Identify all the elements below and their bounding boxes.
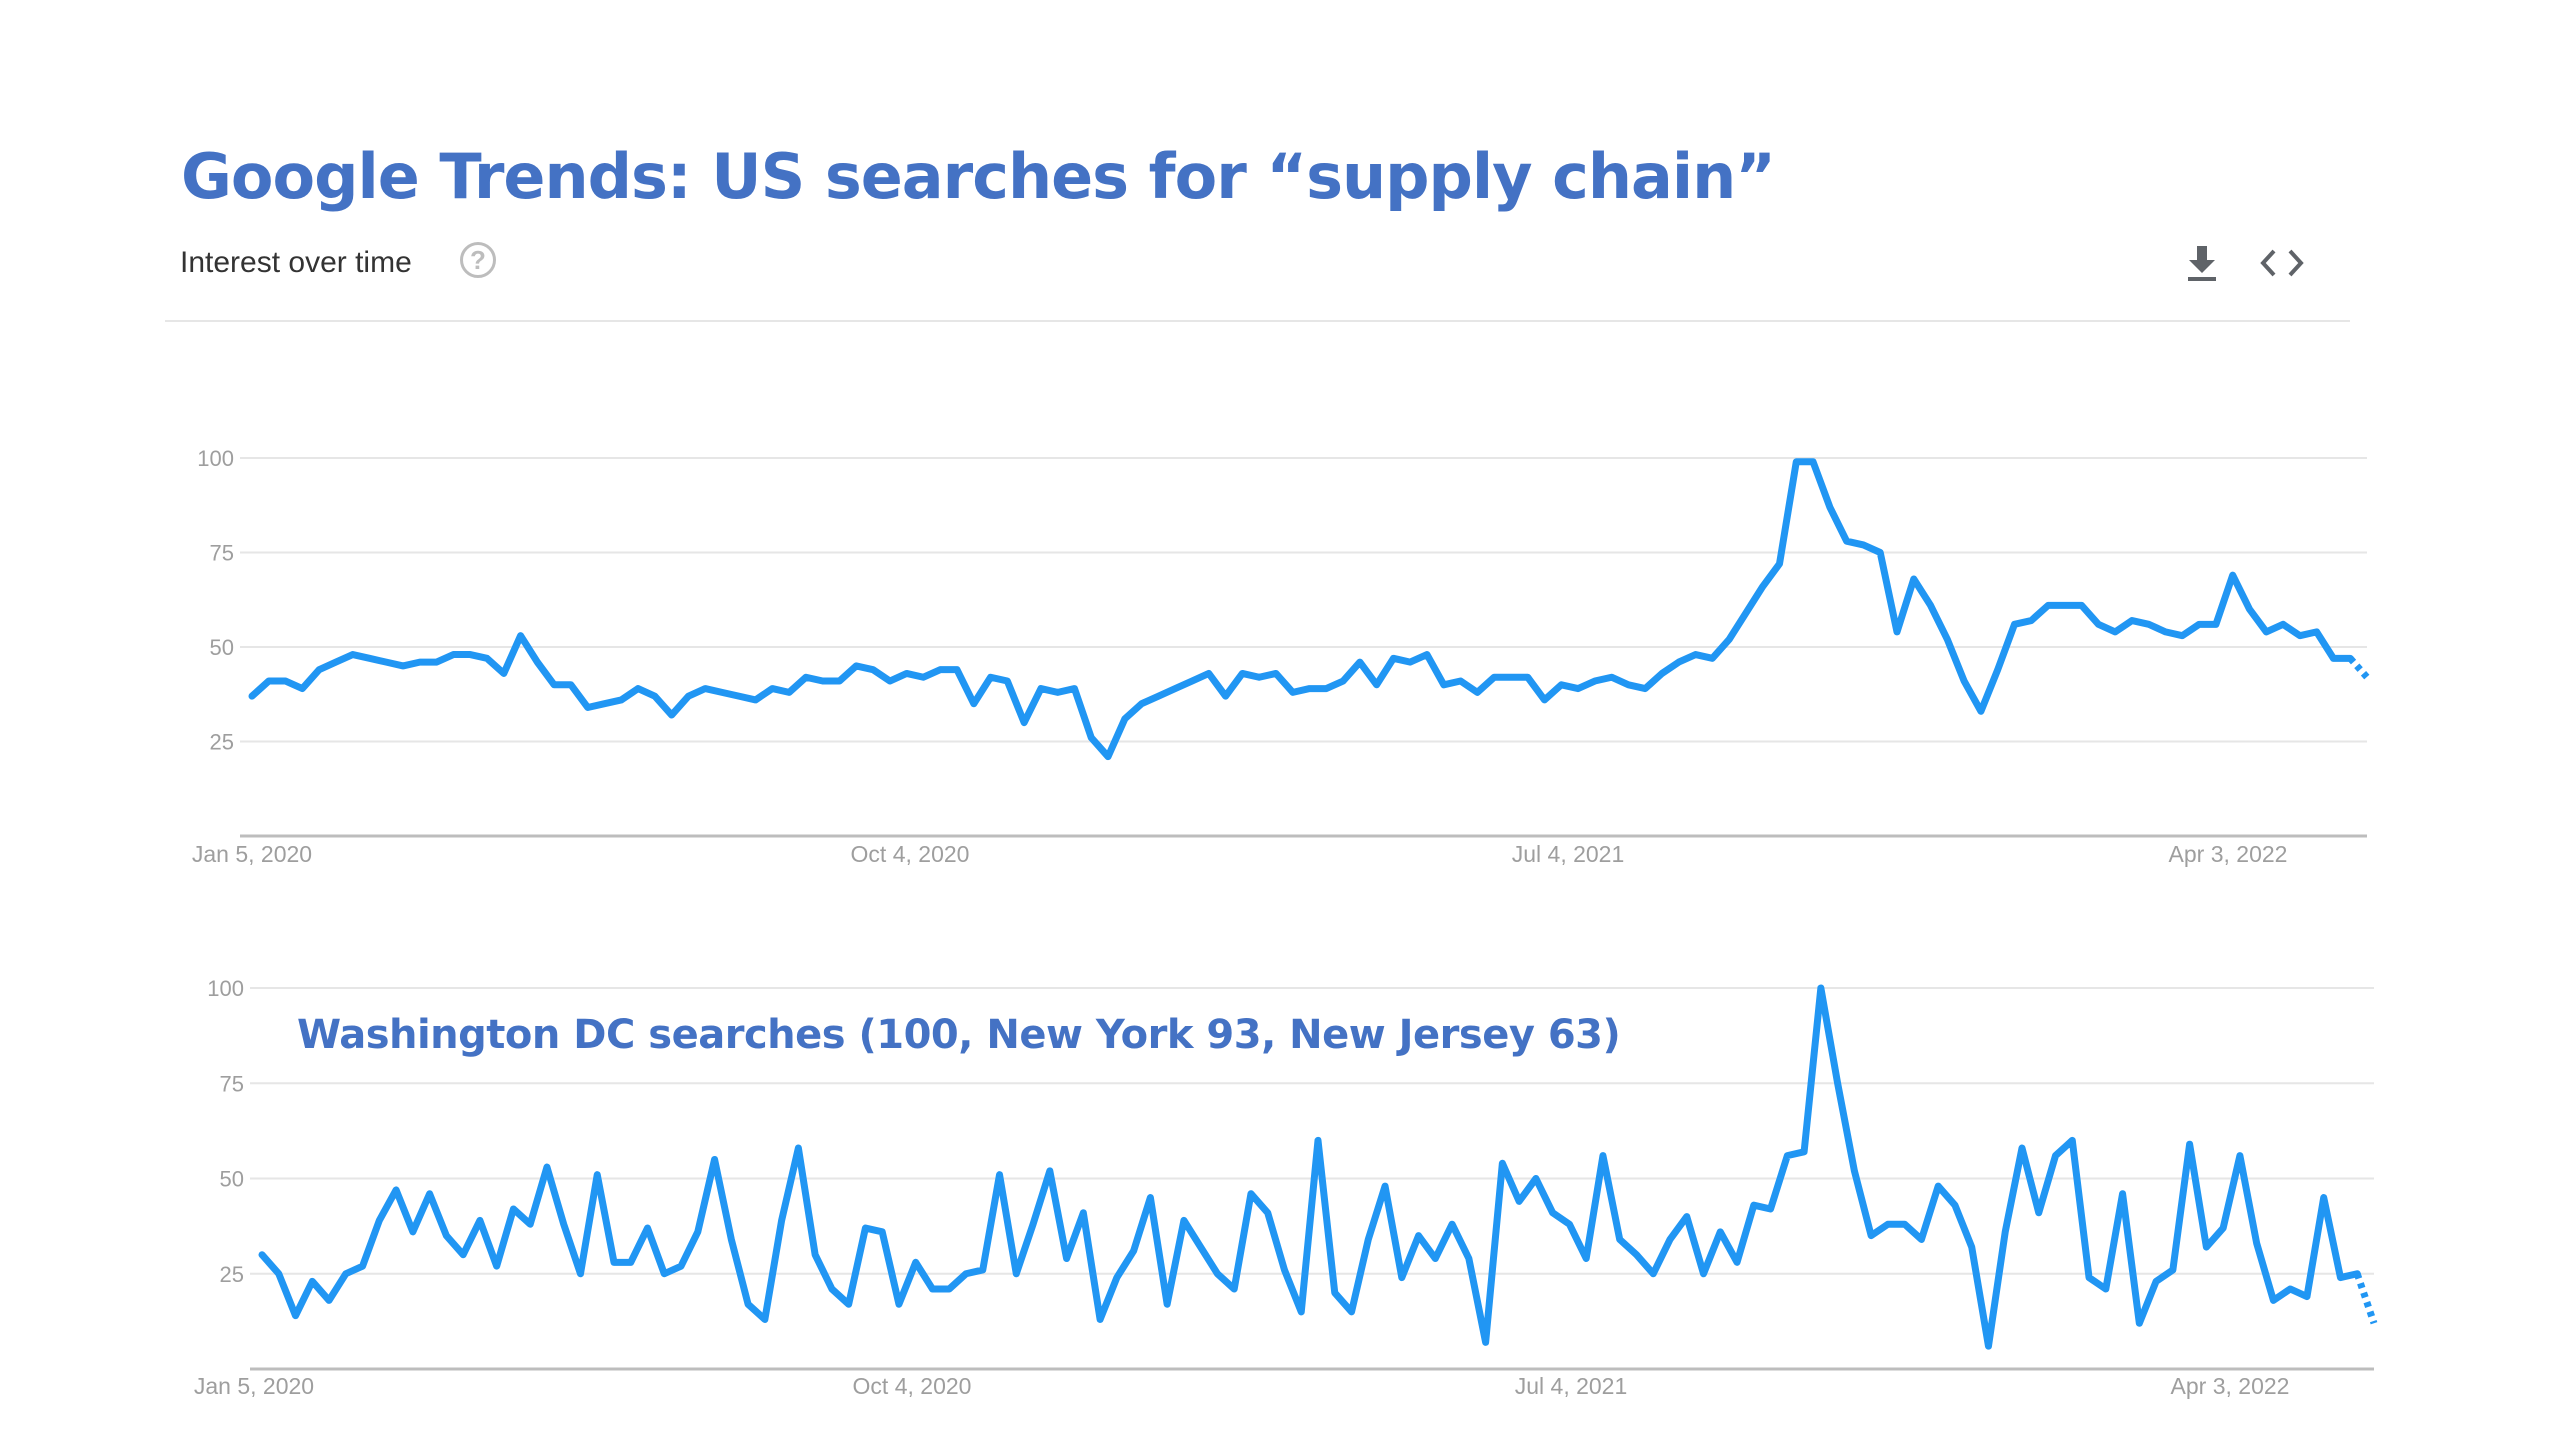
y-tick-label: 75 — [210, 541, 234, 566]
series-line — [248, 458, 2354, 761]
series-line-partial — [2347, 656, 2370, 680]
x-tick-label: Oct 4, 2020 — [851, 841, 970, 867]
x-tick-label: Apr 3, 2022 — [2171, 1373, 2290, 1399]
x-tick-label: Oct 4, 2020 — [853, 1373, 972, 1399]
download-icon[interactable] — [2185, 244, 2219, 284]
chart-subtitle: Interest over time — [180, 246, 412, 279]
dc-chart-annotation: Washington DC searches (100, New York 93… — [297, 1012, 1621, 1058]
x-tick-label: Apr 3, 2022 — [2169, 841, 2288, 867]
help-icon[interactable]: ? — [460, 242, 496, 278]
x-tick-label: Jan 5, 2020 — [192, 841, 312, 867]
y-tick-label: 50 — [220, 1167, 244, 1192]
series-line — [258, 984, 2361, 1350]
y-tick-label: 100 — [207, 976, 244, 1001]
y-tick-label: 100 — [197, 446, 234, 471]
y-tick-label: 25 — [210, 730, 234, 755]
y-tick-label: 50 — [210, 635, 234, 660]
y-tick-label: 25 — [220, 1262, 244, 1287]
chart-header: Interest over time ? — [180, 238, 2350, 292]
y-tick-label: 75 — [220, 1071, 244, 1096]
series-line-partial — [2353, 1272, 2378, 1325]
x-tick-label: Jul 4, 2021 — [1512, 841, 1625, 867]
x-tick-label: Jan 5, 2020 — [194, 1373, 314, 1399]
embed-icon[interactable] — [2260, 246, 2304, 280]
header-divider — [165, 320, 2350, 322]
x-tick-label: Jul 4, 2021 — [1515, 1373, 1628, 1399]
page-title: Google Trends: US searches for “supply c… — [181, 140, 1776, 213]
